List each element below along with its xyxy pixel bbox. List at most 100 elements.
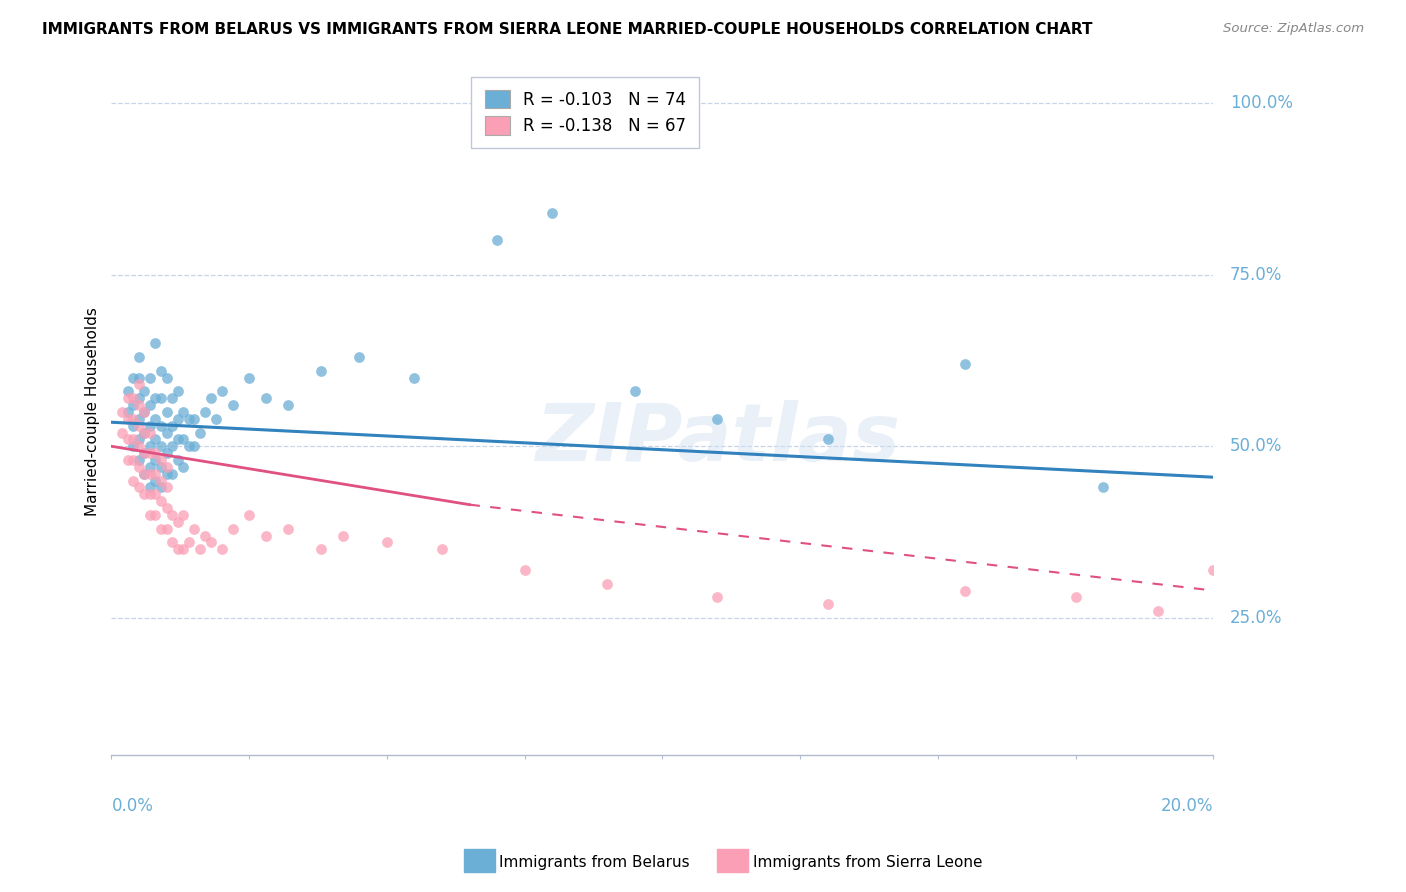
Point [117, 412, 139, 426]
Point [150, 418, 173, 433]
Point [111, 425, 134, 440]
Point [122, 418, 145, 433]
Text: 75.0%: 75.0% [1230, 266, 1282, 284]
Point [128, 439, 150, 453]
Point [150, 453, 173, 467]
Point [139, 508, 162, 522]
Point [404, 370, 426, 384]
Point [375, 535, 398, 549]
Point [200, 535, 222, 549]
Point [183, 522, 205, 536]
Point [128, 398, 150, 412]
Point [122, 412, 145, 426]
Y-axis label: Married-couple Households: Married-couple Households [86, 308, 100, 516]
Point [150, 364, 173, 378]
Point [150, 391, 173, 405]
Point [221, 522, 243, 536]
Text: ZIPatlas: ZIPatlas [534, 401, 900, 478]
Point [150, 522, 173, 536]
Point [205, 412, 228, 426]
Point [155, 501, 177, 516]
Point [160, 535, 183, 549]
Point [160, 467, 183, 481]
Point [238, 508, 260, 522]
Point [166, 433, 188, 447]
Point [194, 528, 217, 542]
Point [166, 515, 188, 529]
Point [155, 481, 177, 495]
Point [183, 412, 205, 426]
Point [134, 405, 156, 419]
Point [177, 412, 200, 426]
Point [955, 357, 977, 371]
Point [134, 446, 156, 460]
Point [238, 370, 260, 384]
Point [817, 433, 839, 447]
Point [117, 405, 139, 419]
Point [817, 597, 839, 611]
Point [128, 377, 150, 392]
Text: Immigrants from Sierra Leone: Immigrants from Sierra Leone [752, 855, 981, 870]
Point [122, 453, 145, 467]
Point [183, 439, 205, 453]
Point [194, 405, 217, 419]
Point [155, 467, 177, 481]
Point [128, 350, 150, 364]
Point [172, 508, 194, 522]
Point [139, 481, 162, 495]
Point [145, 508, 167, 522]
Point [166, 453, 188, 467]
Text: 100.0%: 100.0% [1230, 94, 1292, 112]
Point [155, 446, 177, 460]
Legend: R = -0.103   N = 74, R = -0.138   N = 67: R = -0.103 N = 74, R = -0.138 N = 67 [471, 77, 699, 148]
Point [221, 398, 243, 412]
Point [145, 433, 167, 447]
Point [139, 487, 162, 501]
Point [172, 405, 194, 419]
Point [128, 412, 150, 426]
Point [128, 459, 150, 474]
Point [172, 459, 194, 474]
Point [160, 439, 183, 453]
Point [277, 398, 299, 412]
Text: 20.0%: 20.0% [1161, 797, 1213, 814]
Point [1202, 563, 1225, 577]
Point [706, 412, 728, 426]
Point [139, 425, 162, 440]
Point [139, 446, 162, 460]
Point [623, 384, 645, 399]
Point [1092, 481, 1115, 495]
Point [145, 412, 167, 426]
Point [155, 405, 177, 419]
Text: IMMIGRANTS FROM BELARUS VS IMMIGRANTS FROM SIERRA LEONE MARRIED-COUPLE HOUSEHOLD: IMMIGRANTS FROM BELARUS VS IMMIGRANTS FR… [42, 22, 1092, 37]
Point [117, 384, 139, 399]
Point [122, 391, 145, 405]
Point [139, 467, 162, 481]
Point [122, 439, 145, 453]
Point [541, 206, 564, 220]
Point [150, 439, 173, 453]
Point [134, 467, 156, 481]
Point [139, 418, 162, 433]
Point [139, 370, 162, 384]
Point [128, 481, 150, 495]
Point [309, 542, 332, 557]
Point [172, 433, 194, 447]
Text: 25.0%: 25.0% [1230, 609, 1282, 627]
Point [254, 528, 277, 542]
Point [955, 583, 977, 598]
Point [172, 542, 194, 557]
Text: Source: ZipAtlas.com: Source: ZipAtlas.com [1223, 22, 1364, 36]
Point [111, 405, 134, 419]
Point [128, 391, 150, 405]
Point [150, 481, 173, 495]
Point [145, 487, 167, 501]
Point [513, 563, 536, 577]
Point [145, 336, 167, 351]
Point [596, 576, 619, 591]
Point [166, 384, 188, 399]
Text: 50.0%: 50.0% [1230, 437, 1282, 455]
Point [145, 467, 167, 481]
Point [128, 370, 150, 384]
Point [128, 418, 150, 433]
